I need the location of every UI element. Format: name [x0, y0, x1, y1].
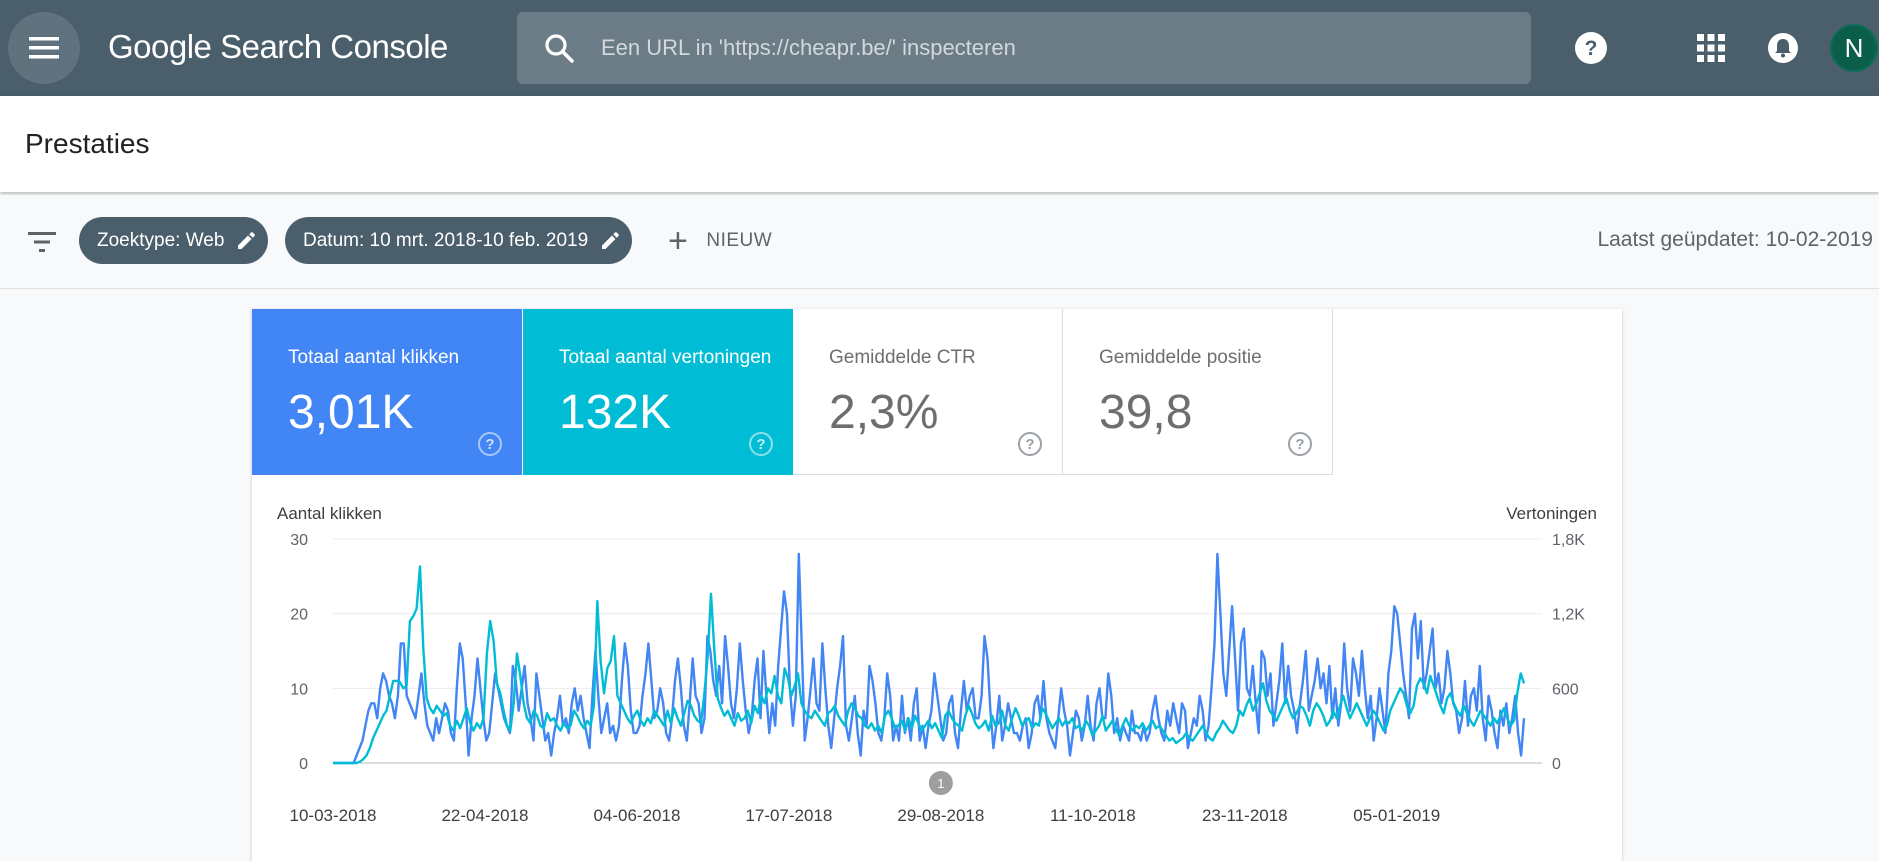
- annotation-marker-label: 1: [937, 776, 944, 791]
- help-circle-icon[interactable]: ?: [1288, 432, 1312, 456]
- annotation-marker: [928, 771, 953, 795]
- add-filter-button[interactable]: + NIEUW: [668, 223, 772, 259]
- notifications-button[interactable]: [1763, 28, 1803, 68]
- google-apps-button[interactable]: [1691, 28, 1731, 68]
- help-circle-icon[interactable]: ?: [1018, 432, 1042, 456]
- x-tick-label: 17-07-2018: [745, 806, 832, 825]
- metric-average-position[interactable]: Gemiddelde positie 39,8 ?: [1063, 309, 1333, 475]
- y-right-tick-label: 600: [1552, 681, 1579, 698]
- url-inspection-search[interactable]: [517, 12, 1531, 84]
- impressions-series-line: [333, 565, 1526, 765]
- metric-total-clicks[interactable]: Totaal aantal klikken 3,01K ?: [252, 309, 522, 475]
- x-tick-label: 23-11-2018: [1202, 806, 1288, 825]
- help-button[interactable]: ?: [1571, 28, 1611, 68]
- metric-value: 132K: [559, 386, 672, 439]
- right-axis-title: Vertoningen: [1506, 504, 1597, 523]
- x-tick-label: 04-06-2018: [593, 806, 680, 825]
- account-avatar[interactable]: N: [1830, 24, 1878, 72]
- metric-value: 3,01K: [288, 386, 414, 439]
- edit-pencil-icon: [238, 231, 256, 249]
- x-tick-label: 11-10-2018: [1050, 806, 1136, 825]
- metric-label: Totaal aantal klikken: [288, 347, 460, 368]
- main-menu-button[interactable]: [8, 12, 80, 84]
- filter-icon[interactable]: [26, 229, 58, 255]
- metric-label: Gemiddelde CTR: [829, 347, 976, 368]
- help-circle-icon[interactable]: ?: [749, 432, 773, 456]
- page-title: Prestaties: [25, 128, 150, 159]
- performance-card: Totaal aantal klikken 3,01K ? Totaal aan…: [252, 309, 1622, 861]
- date-range-chip[interactable]: Datum: 10 mrt. 2018-10 feb. 2019: [285, 217, 633, 264]
- page-header: Prestaties: [0, 96, 1879, 192]
- y-right-tick-label: 0: [1552, 756, 1561, 773]
- x-tick-label: 22-04-2018: [441, 806, 528, 825]
- bell-icon: [1768, 33, 1798, 63]
- hamburger-menu-icon: [29, 37, 59, 59]
- metric-value: 2,3%: [829, 386, 939, 439]
- search-type-chip[interactable]: Zoektype: Web: [79, 217, 269, 264]
- app-logo[interactable]: Google Search Console: [108, 28, 448, 65]
- metric-average-ctr[interactable]: Gemiddelde CTR 2,3% ?: [793, 309, 1063, 475]
- last-updated-text: Laatst geüpdatet: 10-02-2019: [1597, 228, 1873, 251]
- date-range-chip-label: Datum: 10 mrt. 2018-10 feb. 2019: [303, 229, 589, 251]
- x-tick-label: 29-08-2018: [897, 806, 984, 825]
- x-tick-label: 10-03-2018: [290, 806, 377, 825]
- edit-pencil-icon: [602, 231, 620, 249]
- metric-value: 39,8: [1099, 386, 1193, 439]
- left-axis-title: Aantal klikken: [277, 504, 382, 523]
- x-tick-label: 05-01-2019: [1353, 806, 1440, 825]
- help-icon: ?: [1575, 32, 1607, 64]
- line-chart: 30 1,8K 20 1,2K 10 600 0 0 10-03-2018 22-04-2018 0…: [290, 532, 1586, 825]
- metric-label: Totaal aantal vertoningen: [559, 347, 772, 368]
- y-left-tick-label: 10: [290, 681, 308, 698]
- top-app-bar: Google Search Console ? N: [0, 0, 1879, 96]
- y-left-tick-label: 0: [299, 756, 308, 773]
- metric-label: Gemiddelde positie: [1099, 347, 1262, 368]
- filter-bar: Zoektype: Web Datum: 10 mrt. 2018-10 feb…: [0, 195, 1879, 289]
- add-filter-label: NIEUW: [706, 230, 773, 251]
- url-inspection-input[interactable]: [601, 26, 1501, 70]
- search-type-chip-label: Zoektype: Web: [97, 229, 225, 251]
- y-left-tick-label: 20: [290, 607, 308, 624]
- y-left-tick-label: 30: [290, 532, 308, 549]
- y-right-tick-label: 1,2K: [1552, 607, 1585, 624]
- help-circle-icon[interactable]: ?: [478, 432, 502, 456]
- y-right-tick-label: 1,8K: [1552, 532, 1585, 549]
- clicks-series-line: [333, 552, 1526, 765]
- apps-grid-icon: [1697, 34, 1725, 62]
- search-icon: [545, 34, 574, 63]
- svg-text:?: ?: [1585, 37, 1598, 60]
- metric-total-impressions[interactable]: Totaal aantal vertoningen 132K ?: [523, 309, 793, 475]
- plus-icon: +: [668, 222, 689, 260]
- performance-chart: Aantal klikken Vertoningen 30 1,8K 20 1,2K 1…: [252, 499, 1622, 861]
